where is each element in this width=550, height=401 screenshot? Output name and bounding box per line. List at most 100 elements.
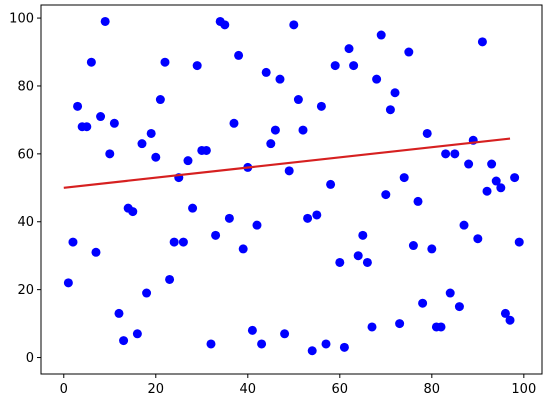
data-point	[151, 152, 161, 162]
y-tick-label: 60	[17, 147, 34, 162]
data-point	[307, 346, 317, 356]
data-point	[330, 61, 340, 71]
y-tick-label: 80	[17, 79, 34, 94]
data-point	[372, 74, 382, 84]
y-tick-label: 40	[17, 215, 34, 230]
data-point	[289, 20, 299, 30]
trend-line	[63, 137, 511, 189]
data-point	[344, 44, 354, 54]
y-tick-label: 100	[9, 12, 34, 27]
data-point	[229, 118, 239, 128]
data-point	[82, 122, 92, 132]
data-point	[316, 101, 326, 111]
data-point	[142, 288, 152, 298]
data-point	[183, 156, 193, 166]
data-point	[399, 173, 409, 183]
data-point	[96, 112, 106, 122]
data-point	[408, 241, 418, 251]
data-point	[473, 234, 483, 244]
data-point	[418, 298, 428, 308]
data-point	[188, 203, 198, 213]
data-point	[247, 325, 257, 335]
data-point	[339, 342, 349, 352]
data-point	[500, 308, 510, 318]
data-point	[335, 257, 345, 267]
data-point	[441, 149, 451, 159]
data-point	[298, 125, 308, 135]
y-tick-label: 20	[17, 283, 34, 298]
data-point	[454, 302, 464, 312]
data-points	[63, 16, 524, 356]
x-tick-label: 0	[60, 382, 68, 397]
data-point	[450, 149, 460, 159]
data-point	[510, 173, 520, 183]
plot-frame	[40, 4, 543, 375]
data-point	[280, 329, 290, 339]
data-point	[201, 145, 211, 155]
data-point	[100, 16, 110, 26]
data-point	[105, 149, 115, 159]
data-point	[358, 230, 368, 240]
data-point	[385, 105, 395, 115]
x-tick-label: 100	[511, 382, 536, 397]
data-point	[68, 237, 78, 247]
data-point	[119, 336, 129, 346]
data-point	[362, 257, 372, 267]
data-point	[312, 210, 322, 220]
data-point	[381, 190, 391, 200]
y-tick-label: 0	[26, 351, 34, 366]
data-point	[169, 237, 179, 247]
data-point	[496, 183, 506, 193]
data-point	[376, 30, 386, 40]
data-point	[413, 196, 423, 206]
data-point	[178, 237, 188, 247]
data-point	[487, 159, 497, 169]
data-point	[192, 61, 202, 71]
data-point	[86, 57, 96, 67]
data-point	[211, 230, 221, 240]
data-point	[284, 166, 294, 176]
data-point	[146, 128, 156, 138]
data-point	[132, 329, 142, 339]
data-point	[160, 57, 170, 67]
data-point	[482, 186, 492, 196]
data-point	[477, 37, 487, 47]
data-point	[427, 244, 437, 254]
data-point	[436, 322, 446, 332]
data-point	[206, 339, 216, 349]
data-point	[353, 251, 363, 261]
x-tick-label: 80	[424, 382, 441, 397]
data-point	[224, 213, 234, 223]
data-point	[422, 128, 432, 138]
trend-line-group	[63, 137, 511, 189]
data-point	[491, 176, 501, 186]
data-point	[293, 95, 303, 105]
data-point	[395, 319, 405, 329]
data-point	[238, 244, 248, 254]
data-point	[321, 339, 331, 349]
data-point	[252, 220, 262, 230]
data-point	[220, 20, 230, 30]
data-point	[514, 237, 524, 247]
data-point	[275, 74, 285, 84]
data-point	[91, 247, 101, 257]
data-point	[349, 61, 359, 71]
data-point	[367, 322, 377, 332]
data-point	[114, 308, 124, 318]
data-point	[63, 278, 73, 288]
data-point	[390, 88, 400, 98]
data-point	[257, 339, 267, 349]
data-point	[109, 118, 119, 128]
data-point	[445, 288, 455, 298]
data-point	[155, 95, 165, 105]
data-point	[505, 315, 515, 325]
data-point	[464, 159, 474, 169]
data-point	[270, 125, 280, 135]
data-point	[137, 139, 147, 149]
x-tick-label: 40	[240, 382, 257, 397]
data-point	[128, 207, 138, 217]
data-point	[234, 50, 244, 60]
data-point	[165, 274, 175, 284]
x-tick-label: 20	[148, 382, 165, 397]
